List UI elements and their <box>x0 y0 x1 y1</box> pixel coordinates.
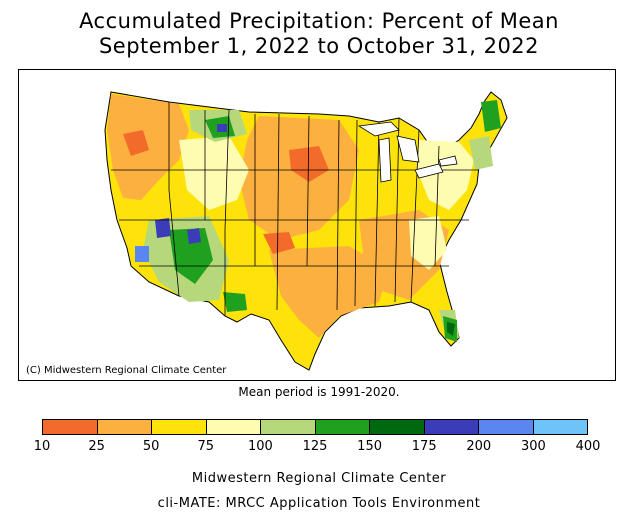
region-plains-orange <box>239 116 359 240</box>
legend-swatch <box>533 420 587 434</box>
legend-swatch <box>424 420 479 434</box>
legend-swatch <box>152 420 207 434</box>
legend-tick-label: 75 <box>197 439 215 454</box>
state-borders <box>111 102 479 316</box>
region-california-blue <box>135 246 149 262</box>
region-dakota-red <box>289 146 329 182</box>
region-northwest-red <box>123 130 149 156</box>
map-subtitle: September 1, 2022 to October 31, 2022 <box>98 34 540 58</box>
region-maine-lightgreen <box>469 136 493 170</box>
footer-application: cli-MATE: MRCC Application Tools Environ… <box>157 496 481 511</box>
region-interior-lightyellow <box>179 136 249 210</box>
region-plains-red <box>263 232 295 254</box>
map-title: Accumulated Precipitation: Percent of Me… <box>79 9 559 33</box>
legend-tick-label: 200 <box>466 439 492 454</box>
legend-tick-label: 400 <box>575 439 601 454</box>
map-credit: (C) Midwestern Regional Climate Center <box>25 365 228 376</box>
color-legend <box>42 419 588 435</box>
region-florida-darkgreen <box>447 322 455 336</box>
region-south-orange <box>269 246 389 338</box>
great-lakes <box>357 121 458 183</box>
region-southwest-green <box>169 228 213 284</box>
region-southeast-lightyellow <box>409 216 447 270</box>
region-montana-blue <box>217 124 227 132</box>
region-nevada-blue <box>155 218 171 238</box>
region-northeast-lightyellow <box>417 140 474 210</box>
legend-swatch <box>370 420 425 434</box>
legend-tick-label: 125 <box>302 439 328 454</box>
us-map-svg <box>104 91 508 371</box>
legend-tick-label: 175 <box>411 439 437 454</box>
legend-swatch <box>315 420 370 434</box>
region-newmexico-green <box>223 292 247 312</box>
footer-organization: Midwestern Regional Climate Center <box>191 471 447 486</box>
legend-swatch <box>43 420 98 434</box>
legend-swatch <box>479 420 534 434</box>
legend-tick-label: 25 <box>88 439 105 454</box>
mean-period-note: Mean period is 1991-2020. <box>238 385 400 399</box>
legend-tick-label: 50 <box>142 439 160 454</box>
legend-tick-label: 100 <box>247 439 273 454</box>
legend-swatch <box>261 420 316 434</box>
legend-tick-label: 10 <box>33 439 51 454</box>
region-maine-green <box>481 100 501 132</box>
legend-swatch <box>97 420 152 434</box>
legend-tick-label: 300 <box>520 439 546 454</box>
legend-swatch <box>206 420 261 434</box>
precipitation-map: (C) Midwestern Regional Climate Center <box>18 69 616 381</box>
region-arizona-blue <box>187 228 201 244</box>
legend-tick-label: 150 <box>357 439 383 454</box>
